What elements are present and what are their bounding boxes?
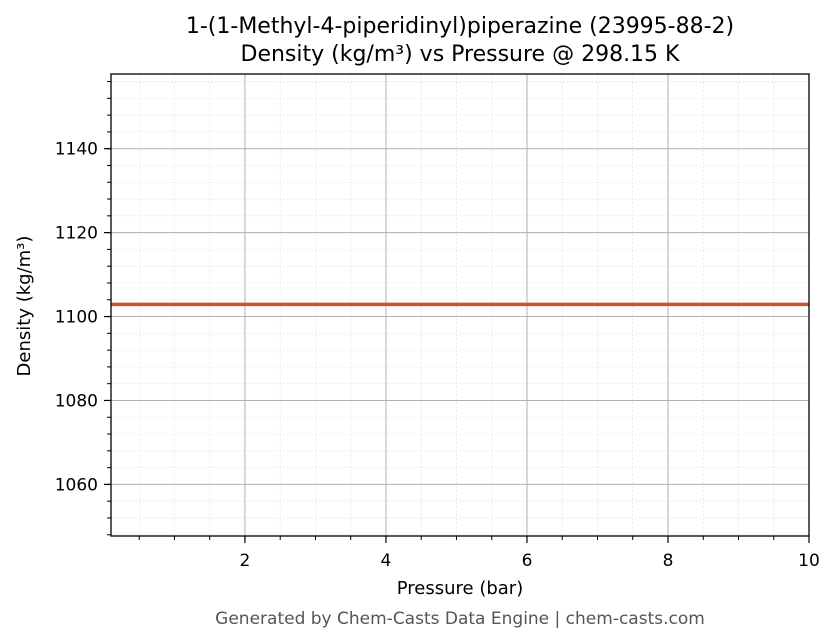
x-tick-label: 8 [663, 551, 674, 571]
plot-area: 2 4 6 8 10 1060 1080 1100 1120 1140 [55, 74, 820, 571]
x-tick-label: 6 [522, 551, 533, 571]
x-tick-label: 10 [798, 551, 820, 571]
y-tick-label: 1100 [55, 308, 98, 328]
y-tick-label: 1120 [55, 224, 98, 244]
y-axis-label: Density (kg/m³) [14, 236, 35, 377]
footer-credit: Generated by Chem-Casts Data Engine | ch… [215, 609, 705, 629]
chart-subtitle: Density (kg/m³) vs Pressure @ 298.15 K [241, 42, 681, 67]
y-tick-label: 1060 [55, 475, 98, 495]
x-tick-label: 2 [240, 551, 251, 571]
x-axis-label: Pressure (bar) [397, 578, 523, 599]
y-tick-label: 1080 [55, 391, 98, 411]
x-tick-label: 4 [381, 551, 392, 571]
y-tick-label: 1140 [55, 140, 98, 160]
chart-title: 1-(1-Methyl-4-piperidinyl)piperazine (23… [186, 14, 734, 39]
